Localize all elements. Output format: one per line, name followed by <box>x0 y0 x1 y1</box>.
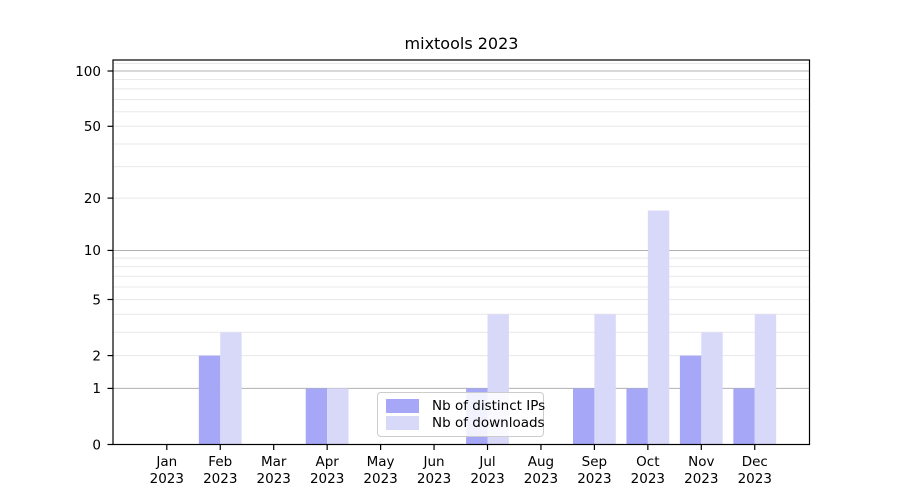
x-tick-label-month: Jun <box>423 454 445 470</box>
bar-downloads-dec <box>754 314 777 445</box>
bar-distinct-ips-oct <box>626 388 648 445</box>
x-tick-label-month: Jan <box>155 454 177 470</box>
legend-swatch-distinct-ips <box>386 399 419 413</box>
legend-item-distinct-ips: Nb of distinct IPs <box>386 398 545 414</box>
y-tick-label: 5 <box>92 292 101 308</box>
bar-downloads-apr <box>327 388 349 445</box>
x-tick-label-month: Oct <box>636 454 659 470</box>
x-tick-label-month: Jul <box>478 454 495 470</box>
x-tick-label-year: 2023 <box>577 471 611 487</box>
bar-downloads-nov <box>701 332 723 445</box>
x-tick-label-month: Sep <box>582 454 607 470</box>
legend-label-downloads: Nb of downloads <box>432 415 545 431</box>
y-tick-label: 10 <box>84 243 101 259</box>
bar-distinct-ips-apr <box>305 388 328 445</box>
legend: Nb of distinct IPs Nb of downloads <box>377 392 545 437</box>
y-tick-label: 50 <box>84 119 101 135</box>
x-tick-label-month: Dec <box>742 454 768 470</box>
x-tick-label-year: 2023 <box>203 471 237 487</box>
x-tick-label-year: 2023 <box>310 471 344 487</box>
x-tick-label-month: Feb <box>208 454 232 470</box>
legend-label-distinct-ips: Nb of distinct IPs <box>432 398 546 414</box>
x-tick-label-month: May <box>367 454 395 470</box>
y-tick-label: 100 <box>75 64 101 80</box>
bar-downloads-sep <box>594 314 616 445</box>
x-tick-label-year: 2023 <box>417 471 451 487</box>
bar-distinct-ips-dec <box>733 388 755 445</box>
bar-downloads-oct <box>647 210 670 445</box>
legend-swatch-downloads <box>386 416 419 430</box>
x-tick-label-month: Mar <box>261 454 287 470</box>
bar-distinct-ips-sep <box>573 388 595 445</box>
x-tick-label-year: 2023 <box>257 471 291 487</box>
y-tick-label: 0 <box>92 437 101 453</box>
y-tick-label: 20 <box>84 191 101 207</box>
x-tick-label-month: Apr <box>315 454 339 470</box>
x-tick-label-year: 2023 <box>363 471 397 487</box>
x-tick-label-month: Aug <box>528 454 554 470</box>
y-tick-label: 1 <box>92 381 101 397</box>
x-tick-label-year: 2023 <box>524 471 558 487</box>
chart-title: mixtools 2023 <box>404 34 519 53</box>
x-tick-label-month: Nov <box>688 454 714 470</box>
bar-distinct-ips-feb <box>198 355 221 445</box>
x-tick-label-year: 2023 <box>738 471 772 487</box>
x-tick-label-year: 2023 <box>684 471 718 487</box>
x-tick-label-year: 2023 <box>631 471 665 487</box>
x-tick-label-year: 2023 <box>470 471 504 487</box>
x-tick-label-year: 2023 <box>150 471 184 487</box>
bar-downloads-feb <box>220 332 242 445</box>
plot-border <box>112 59 811 446</box>
y-tick-label: 2 <box>92 348 101 364</box>
legend-item-downloads: Nb of downloads <box>386 415 545 431</box>
bar-distinct-ips-nov <box>679 355 702 445</box>
